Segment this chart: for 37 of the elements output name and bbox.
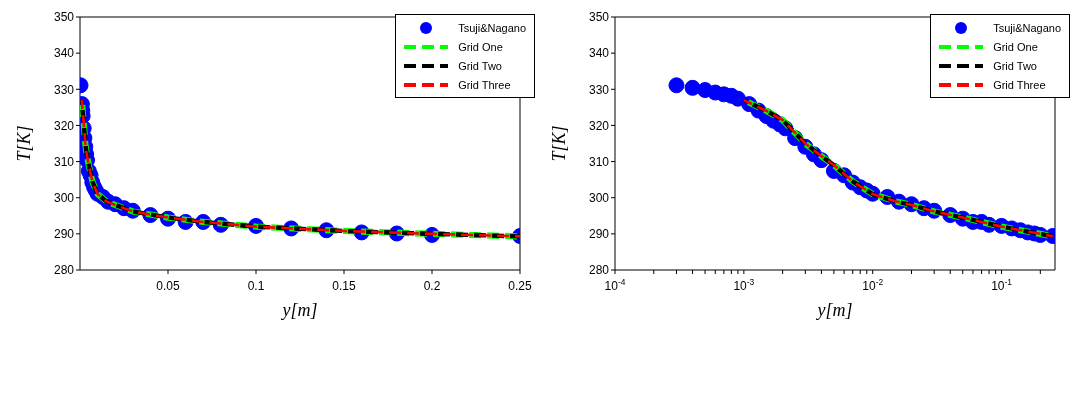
y-tick-label: 280 bbox=[588, 263, 610, 278]
y-tick-label: 290 bbox=[588, 227, 610, 242]
legend-label: Grid One bbox=[458, 40, 503, 53]
y-tick-label: 300 bbox=[588, 190, 610, 205]
y-axis-title: T[K] bbox=[14, 125, 34, 162]
y-tick-label: 350 bbox=[53, 10, 75, 25]
legend-label: Grid Three bbox=[993, 78, 1046, 91]
y-tick-label: 340 bbox=[53, 46, 75, 61]
x-tick-label: 0.1 bbox=[247, 279, 265, 293]
x-tick-label: 10$^{-3}$ bbox=[733, 277, 755, 293]
legend-label: Grid One bbox=[993, 40, 1038, 53]
legend-label: Grid Two bbox=[458, 59, 502, 72]
y-tick-label: 310 bbox=[588, 154, 610, 169]
x-tick-label: 0.2 bbox=[423, 279, 441, 293]
x-tick-label: 0.05 bbox=[156, 279, 180, 293]
y-tick-label: 290 bbox=[53, 227, 75, 242]
x-axis-title: y[m] bbox=[815, 300, 853, 320]
legend-label: Tsuji&Nagano bbox=[993, 21, 1061, 34]
x-tick-label: 10$^{-4}$ bbox=[604, 277, 626, 293]
y-tick-label: 300 bbox=[53, 190, 75, 205]
legend-label: Grid Two bbox=[993, 59, 1037, 72]
y-tick-label: 330 bbox=[588, 82, 610, 97]
y-tick-label: 350 bbox=[588, 10, 610, 25]
y-axis-title: T[K] bbox=[549, 125, 569, 162]
x-tick-label: 10$^{-2}$ bbox=[862, 277, 884, 293]
x-tick-label: 0.15 bbox=[332, 279, 356, 293]
y-tick-label: 310 bbox=[53, 154, 75, 169]
legend-label: Tsuji&Nagano bbox=[458, 21, 526, 34]
y-tick-label: 330 bbox=[53, 82, 75, 97]
x-tick-label: 0.25 bbox=[508, 279, 532, 293]
y-tick-label: 320 bbox=[588, 118, 610, 133]
y-tick-label: 280 bbox=[53, 263, 75, 278]
x-tick-label: 10$^{-1}$ bbox=[991, 277, 1013, 293]
y-tick-label: 340 bbox=[588, 46, 610, 61]
legend-label: Grid Three bbox=[458, 78, 511, 91]
x-axis-title: y[m] bbox=[280, 300, 318, 320]
y-tick-label: 320 bbox=[53, 118, 75, 133]
